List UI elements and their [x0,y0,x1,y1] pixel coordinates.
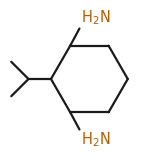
Text: H$_2$N: H$_2$N [81,131,110,149]
Text: H$_2$N: H$_2$N [81,9,110,27]
